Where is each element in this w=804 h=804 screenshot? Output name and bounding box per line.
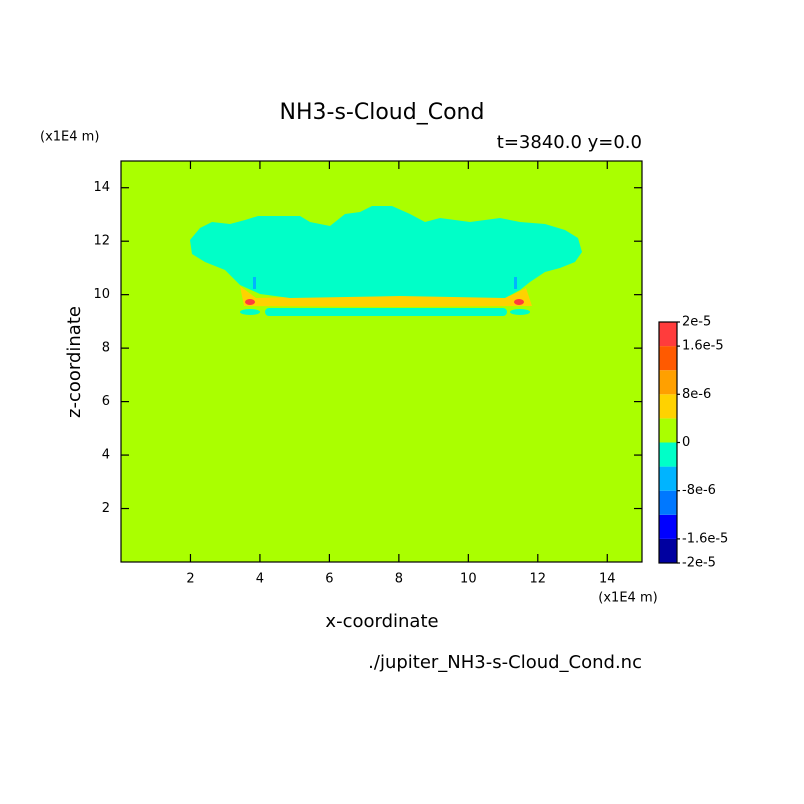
colorbar-tick-label: -1.6e-5 [682,531,728,546]
y-tick-label: 8 [102,341,110,356]
x-tick-label: 12 [530,572,547,587]
colorbar-band [659,514,677,539]
colorbar-band [659,538,677,563]
negative-contour [514,277,517,289]
colorbar-band [659,394,677,419]
negative-contour [190,206,582,298]
subtitle: t=3840.0 y=0.0 [497,132,642,153]
colorbar-band [659,370,677,395]
positive-contour [240,286,532,307]
x-unit: (x1E4 m) [598,591,657,606]
x-axis-label: x-coordinate [325,611,438,632]
x-tick-label: 2 [186,572,194,587]
y-unit: (x1E4 m) [40,130,99,145]
y-tick-label: 4 [102,448,110,463]
colorbar-tick-label: 8e-6 [682,387,711,402]
negative-contour [265,308,507,316]
negative-contour [510,309,530,315]
colorbar-band [659,346,677,371]
x-tick-label: 6 [325,572,333,587]
colorbar-band [659,442,677,467]
strong-positive-contour [514,299,524,305]
negative-contour [240,309,260,315]
colorbar-tick-label: -2e-5 [682,556,716,571]
x-tick-label: 10 [460,572,477,587]
y-tick-label: 10 [93,287,110,302]
negative-contour [253,277,256,289]
colorbar-band [659,490,677,515]
x-tick-label: 4 [256,572,264,587]
plot-frame [120,160,643,563]
x-tick-label: 14 [599,572,616,587]
file-annotation: ./jupiter_NH3-s-Cloud_Cond.nc [368,652,642,673]
colorbar-band [659,322,677,347]
colorbar-tick-label: -8e-6 [682,483,716,498]
y-tick-label: 2 [102,501,110,516]
y-tick-label: 12 [93,234,110,249]
colorbar-band [659,466,677,491]
strong-positive-contour [245,299,255,305]
chart-title: NH3-s-Cloud_Cond [280,100,485,125]
y-tick-label: 14 [93,180,110,195]
colorbar-band [659,418,677,443]
x-tick-label: 8 [395,572,403,587]
y-tick-label: 6 [102,394,110,409]
colorbar-tick-label: 1.6e-5 [682,339,724,354]
colorbar-tick-label: 2e-5 [682,315,711,330]
colorbar-tick-label: 0 [682,435,690,450]
y-axis-label: z-coordinate [64,306,85,418]
